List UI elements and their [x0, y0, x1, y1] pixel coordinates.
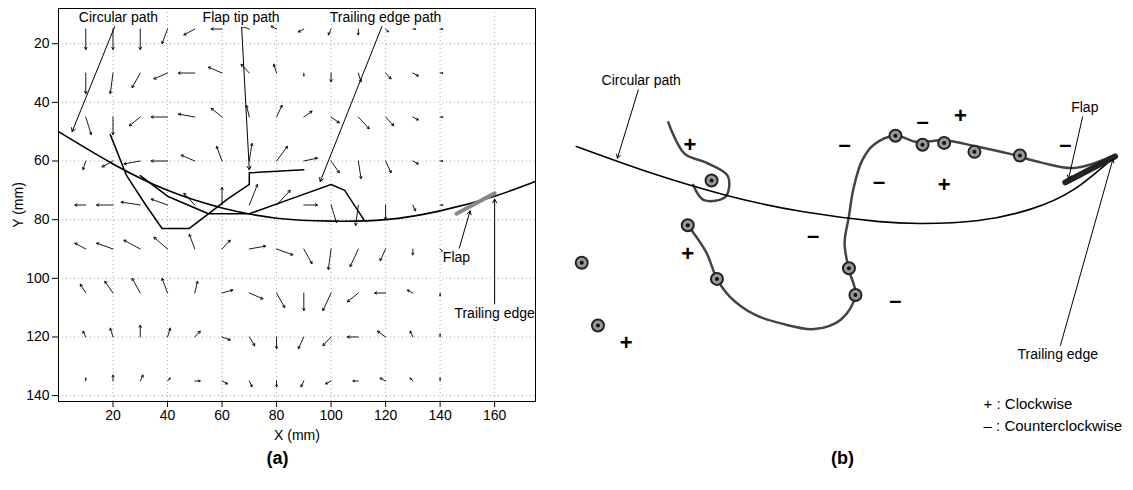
svg-text:Trailing edge: Trailing edge — [454, 305, 535, 321]
svg-text:Circular path: Circular path — [602, 72, 681, 88]
svg-text:100: 100 — [26, 270, 50, 286]
svg-text:140: 140 — [428, 407, 452, 423]
svg-text:Circular path: Circular path — [79, 9, 158, 25]
svg-text:Y (mm): Y (mm) — [10, 182, 26, 228]
html-text:– : Counterclockwise: – : Counterclockwise — [983, 417, 1122, 434]
svg-text:+: + — [620, 330, 633, 355]
svg-text:60: 60 — [214, 407, 230, 423]
svg-text:+: + — [681, 241, 694, 266]
svg-text:–: – — [838, 132, 850, 157]
html-text:+ : Clockwise: + : Clockwise — [983, 395, 1073, 412]
svg-text:Flap: Flap — [1071, 99, 1098, 115]
svg-text:40: 40 — [34, 94, 50, 110]
svg-text:–: – — [807, 223, 819, 248]
html-text:(b): (b) — [831, 448, 854, 468]
svg-text:20: 20 — [105, 407, 121, 423]
svg-text:Trailing edge: Trailing edge — [1018, 346, 1099, 362]
svg-text:160: 160 — [483, 407, 507, 423]
svg-text:X (mm): X (mm) — [274, 427, 320, 443]
svg-text:–: – — [873, 169, 885, 194]
svg-text:140: 140 — [26, 387, 50, 403]
svg-text:Flap tip path: Flap tip path — [203, 9, 280, 25]
html-text:(a): (a) — [266, 448, 289, 468]
svg-text:120: 120 — [26, 328, 50, 344]
svg-text:–: – — [889, 288, 901, 313]
svg-text:Trailing edge path: Trailing edge path — [330, 9, 442, 25]
svg-text:60: 60 — [34, 152, 50, 168]
svg-text:–: – — [1059, 132, 1071, 157]
svg-text:100: 100 — [319, 407, 343, 423]
svg-text:20: 20 — [34, 35, 50, 51]
svg-text:120: 120 — [374, 407, 398, 423]
svg-text:80: 80 — [269, 407, 285, 423]
svg-text:–: – — [916, 109, 928, 134]
svg-text:+: + — [683, 132, 696, 157]
svg-text:Flap: Flap — [443, 249, 470, 265]
svg-text:80: 80 — [34, 211, 50, 227]
svg-text:+: + — [938, 172, 951, 197]
svg-text:40: 40 — [160, 407, 176, 423]
svg-text:+: + — [954, 103, 967, 128]
